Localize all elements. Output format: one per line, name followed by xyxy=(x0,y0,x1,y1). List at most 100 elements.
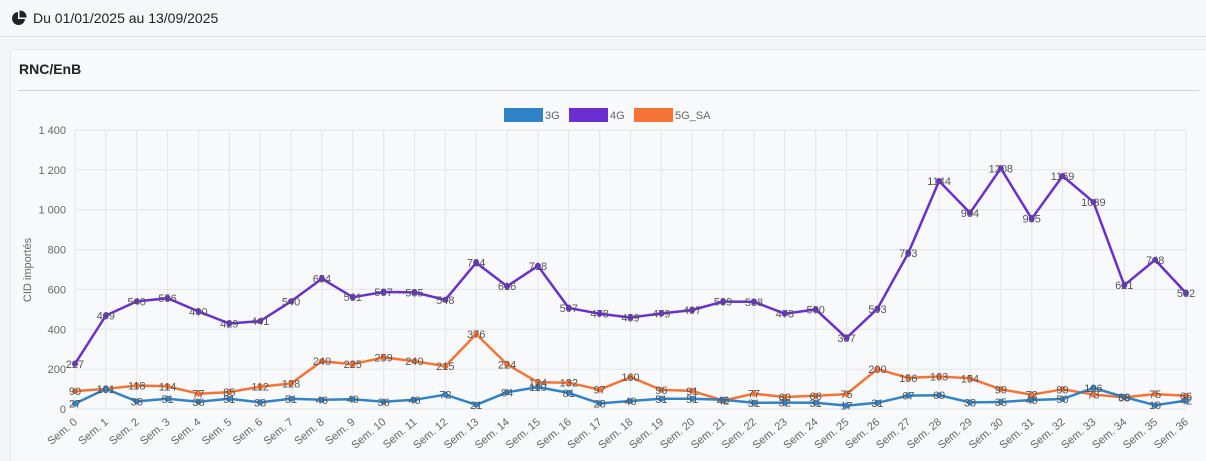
data-point xyxy=(565,379,572,386)
data-point xyxy=(781,310,788,317)
data-point xyxy=(473,401,480,408)
data-point xyxy=(349,361,356,368)
data-label: 51 xyxy=(285,394,297,406)
card-title: RNC/EnB xyxy=(19,61,82,77)
data-label: 585 xyxy=(405,287,423,299)
data-label: 459 xyxy=(621,313,639,325)
data-label: 81 xyxy=(563,388,575,400)
data-label: 503 xyxy=(868,304,886,316)
data-point xyxy=(102,385,109,392)
data-point xyxy=(288,298,295,305)
data-label: 77 xyxy=(192,389,204,401)
data-point xyxy=(750,390,757,397)
x-tick-label: Sem. 2 xyxy=(107,416,141,448)
data-point xyxy=(905,249,912,256)
data-point xyxy=(534,384,541,391)
data-label: 507 xyxy=(560,303,578,315)
data-label: 500 xyxy=(806,304,824,316)
y-tick-label: 1 200 xyxy=(38,165,66,177)
data-label: 91 xyxy=(686,386,698,398)
data-point xyxy=(627,398,634,405)
legend-label: 5G_SA xyxy=(675,110,711,122)
data-point xyxy=(1090,391,1097,398)
data-label: 540 xyxy=(128,296,146,308)
data-point xyxy=(966,209,973,216)
data-label: 1208 xyxy=(989,163,1013,175)
data-label: 51 xyxy=(223,394,235,406)
data-point xyxy=(843,391,850,398)
data-point xyxy=(534,379,541,386)
data-point xyxy=(1183,290,1189,297)
data-label: 112 xyxy=(251,382,269,394)
data-label: 540 xyxy=(282,296,300,308)
data-label: 75 xyxy=(840,389,852,401)
data-point xyxy=(658,310,665,317)
data-label: 118 xyxy=(128,380,146,392)
data-point xyxy=(288,395,295,402)
data-label: 548 xyxy=(436,295,454,307)
data-label: 27 xyxy=(69,399,81,411)
x-tick-label: Sem. 7 xyxy=(262,416,296,448)
pie-chart-icon xyxy=(12,10,27,25)
data-point xyxy=(689,395,696,402)
data-label: 227 xyxy=(66,359,84,371)
data-label: 99 xyxy=(1056,384,1068,396)
data-label: 955 xyxy=(1023,214,1041,226)
data-label: 128 xyxy=(282,378,300,390)
data-label: 67 xyxy=(902,391,914,403)
data-label: 497 xyxy=(683,305,701,317)
data-point xyxy=(1183,392,1189,399)
data-point xyxy=(257,383,264,390)
data-point xyxy=(349,294,356,301)
data-point xyxy=(936,392,943,399)
data-label: 1039 xyxy=(1081,197,1105,209)
data-label: 90 xyxy=(69,386,81,398)
data-label: 36 xyxy=(377,397,389,409)
data-point xyxy=(689,306,696,313)
data-label: 538 xyxy=(745,297,763,309)
data-point xyxy=(1059,386,1066,393)
data-label: 36 xyxy=(192,397,204,409)
data-label: 75 xyxy=(1149,389,1161,401)
data-point xyxy=(874,305,881,312)
data-point xyxy=(997,165,1004,172)
data-label: 490 xyxy=(189,306,207,318)
data-point xyxy=(411,396,418,403)
data-point xyxy=(133,382,140,389)
data-point xyxy=(936,373,943,380)
data-label: 556 xyxy=(158,293,176,305)
data-point xyxy=(164,395,171,402)
y-tick-label: 1 000 xyxy=(38,205,66,217)
data-point xyxy=(843,334,850,341)
data-point xyxy=(318,396,325,403)
data-label: 561 xyxy=(344,292,362,304)
data-point xyxy=(750,399,757,406)
data-point xyxy=(1121,282,1128,289)
data-point xyxy=(102,312,109,319)
data-label: 224 xyxy=(498,359,516,371)
data-label: 58 xyxy=(1118,392,1130,404)
data-point xyxy=(658,395,665,402)
data-point xyxy=(349,396,356,403)
data-label: 101 xyxy=(97,384,115,396)
data-point xyxy=(874,366,881,373)
data-point xyxy=(936,178,943,185)
data-label: 77 xyxy=(748,389,760,401)
data-point xyxy=(750,298,757,305)
data-point xyxy=(504,361,511,368)
data-label: 376 xyxy=(467,329,485,341)
data-label: 40 xyxy=(624,396,636,408)
data-label: 96 xyxy=(655,385,667,397)
y-axis-title: CID importés xyxy=(22,237,34,302)
data-label: 51 xyxy=(686,394,698,406)
x-tick-label: Sem. 0 xyxy=(46,416,80,448)
data-label: 46 xyxy=(408,395,420,407)
x-tick-label: Sem. 6 xyxy=(231,416,265,448)
data-label: 28 xyxy=(594,398,606,410)
data-label: 621 xyxy=(1115,280,1133,292)
x-tick-label: Sem. 8 xyxy=(292,416,326,448)
data-point xyxy=(966,375,973,382)
data-label: 215 xyxy=(436,361,454,373)
data-point xyxy=(226,320,233,327)
y-tick-label: 200 xyxy=(48,364,66,376)
